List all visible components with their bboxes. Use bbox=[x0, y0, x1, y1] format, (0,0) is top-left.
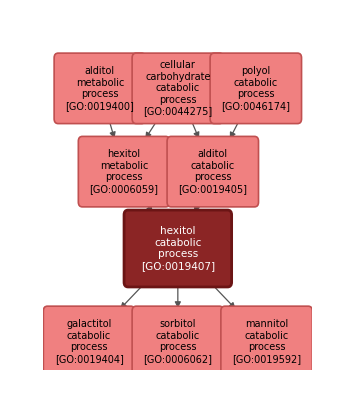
Text: polyol
catabolic
process
[GO:0046174]: polyol catabolic process [GO:0046174] bbox=[221, 66, 290, 111]
Text: mannitol
catabolic
process
[GO:0019592]: mannitol catabolic process [GO:0019592] bbox=[232, 319, 301, 364]
FancyBboxPatch shape bbox=[210, 53, 302, 124]
FancyBboxPatch shape bbox=[54, 53, 145, 124]
FancyBboxPatch shape bbox=[78, 136, 170, 207]
FancyBboxPatch shape bbox=[124, 210, 232, 287]
Text: hexitol
catabolic
process
[GO:0019407]: hexitol catabolic process [GO:0019407] bbox=[141, 226, 215, 271]
FancyBboxPatch shape bbox=[167, 136, 259, 207]
Text: hexitol
metabolic
process
[GO:0006059]: hexitol metabolic process [GO:0006059] bbox=[90, 149, 159, 194]
Text: sorbitol
catabolic
process
[GO:0006062]: sorbitol catabolic process [GO:0006062] bbox=[143, 319, 212, 364]
Text: cellular
carbohydrate
catabolic
process
[GO:0044275]: cellular carbohydrate catabolic process … bbox=[143, 60, 212, 116]
FancyBboxPatch shape bbox=[43, 306, 135, 376]
Text: alditol
catabolic
process
[GO:0019405]: alditol catabolic process [GO:0019405] bbox=[178, 149, 247, 194]
Text: alditol
metabolic
process
[GO:0019400]: alditol metabolic process [GO:0019400] bbox=[66, 66, 134, 111]
Text: galactitol
catabolic
process
[GO:0019404]: galactitol catabolic process [GO:0019404… bbox=[55, 319, 124, 364]
FancyBboxPatch shape bbox=[132, 306, 223, 376]
FancyBboxPatch shape bbox=[221, 306, 312, 376]
FancyBboxPatch shape bbox=[132, 53, 223, 124]
